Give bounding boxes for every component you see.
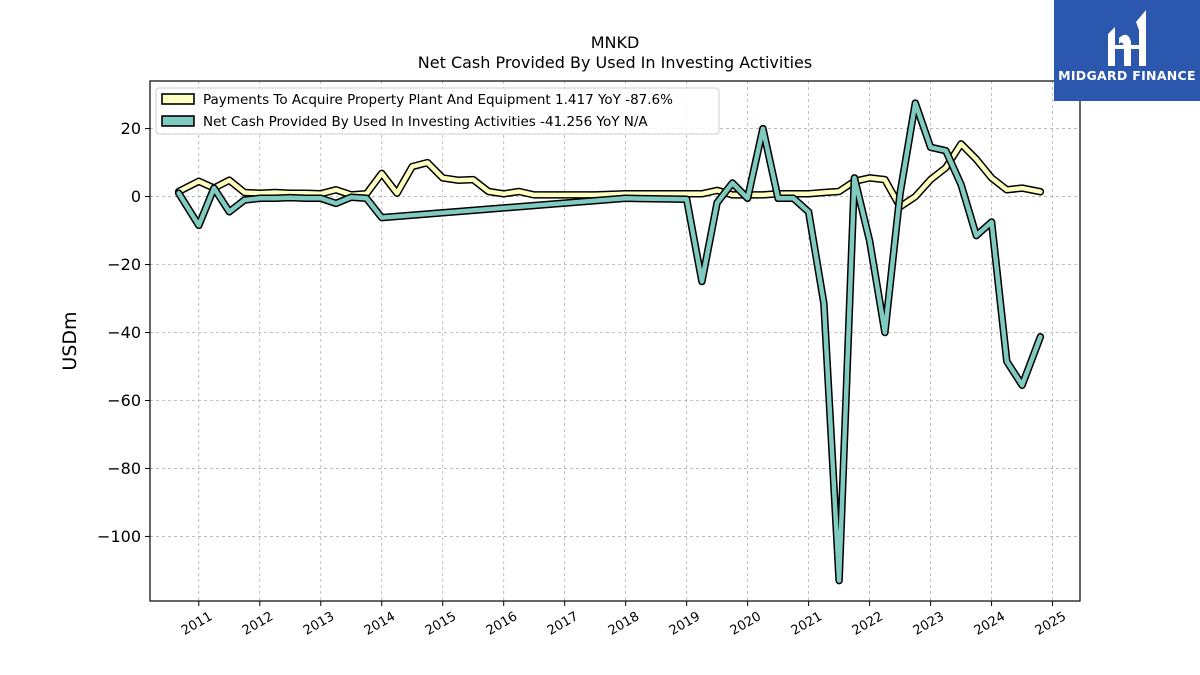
y-axis-label: USDm [59, 311, 81, 370]
series-1 [174, 99, 1045, 585]
y-tick-label: −80 [107, 459, 141, 478]
chart-title: MNKD [591, 33, 640, 52]
chart-subtitle: Net Cash Provided By Used In Investing A… [418, 53, 812, 72]
y-tick-label: −100 [97, 527, 141, 546]
y-tick-label: −60 [107, 391, 141, 410]
y-tick-label: 20 [121, 119, 141, 138]
grid [150, 81, 1080, 601]
y-tick-label: −40 [107, 323, 141, 342]
series-line [176, 141, 1043, 210]
series-0 [174, 140, 1045, 211]
y-tick-label: −20 [107, 255, 141, 274]
series-lines [174, 99, 1045, 585]
y-axis: 20 0 −20 −40 −60 −80 −100 [97, 119, 150, 546]
legend-swatch-ppe [161, 93, 195, 105]
midgard-logo-icon [1108, 10, 1146, 66]
legend-label-investing: Net Cash Provided By Used In Investing A… [203, 114, 648, 130]
series-line [176, 100, 1043, 583]
y-tick-label: 0 [131, 187, 141, 206]
legend: Payments To Acquire Property Plant And E… [155, 87, 720, 135]
plot-frame [149, 80, 1081, 602]
legend-swatch-investing [161, 115, 195, 127]
logo-text: MIDGARD FINANCE [1058, 68, 1196, 83]
legend-label-ppe: Payments To Acquire Property Plant And E… [203, 92, 673, 108]
legend-box [155, 87, 720, 135]
logo: MIDGARD FINANCE [1054, 0, 1200, 101]
